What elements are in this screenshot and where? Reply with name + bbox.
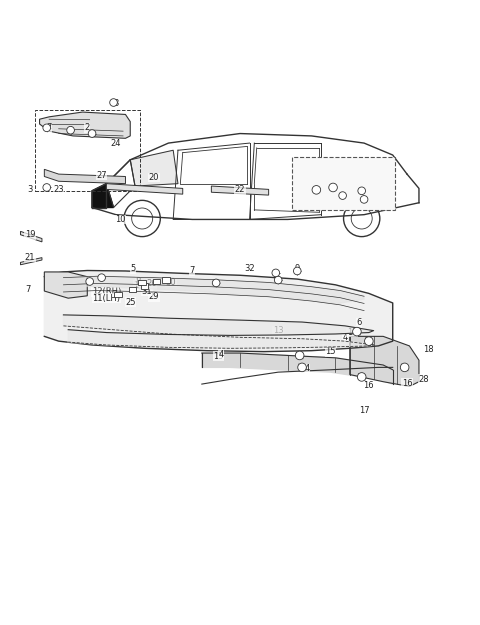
- Polygon shape: [92, 184, 114, 208]
- Text: 1: 1: [133, 281, 139, 290]
- Polygon shape: [130, 150, 178, 186]
- Text: NO.PLATE): NO.PLATE): [324, 169, 364, 179]
- Text: 30: 30: [166, 278, 176, 287]
- Circle shape: [43, 124, 50, 132]
- FancyBboxPatch shape: [162, 277, 170, 283]
- Circle shape: [339, 192, 347, 199]
- Circle shape: [360, 196, 368, 203]
- Circle shape: [400, 363, 409, 372]
- FancyBboxPatch shape: [138, 279, 146, 285]
- Text: 34: 34: [373, 178, 384, 187]
- Text: 19: 19: [25, 230, 35, 239]
- Circle shape: [293, 267, 301, 275]
- Circle shape: [98, 274, 106, 281]
- Polygon shape: [202, 353, 393, 384]
- Text: 15: 15: [213, 352, 224, 361]
- Polygon shape: [63, 315, 373, 348]
- Text: 24: 24: [111, 139, 121, 148]
- Polygon shape: [44, 272, 87, 298]
- Text: 13: 13: [273, 326, 284, 335]
- Circle shape: [353, 328, 361, 336]
- Text: 7: 7: [190, 266, 195, 276]
- Circle shape: [88, 130, 96, 138]
- Circle shape: [312, 186, 321, 194]
- Circle shape: [110, 99, 117, 106]
- Polygon shape: [63, 276, 364, 304]
- Text: 32: 32: [244, 264, 255, 272]
- Text: 6: 6: [357, 319, 362, 328]
- Text: 7: 7: [25, 285, 30, 294]
- Text: 31: 31: [142, 286, 152, 296]
- Text: 7: 7: [47, 123, 52, 132]
- Text: 14: 14: [347, 328, 358, 337]
- Text: 2: 2: [84, 123, 90, 132]
- Circle shape: [364, 337, 373, 346]
- Text: 15: 15: [325, 347, 336, 356]
- Circle shape: [351, 208, 372, 229]
- Circle shape: [272, 269, 280, 277]
- Text: 29: 29: [149, 292, 159, 301]
- Text: (ATTACHED TO THE: (ATTACHED TO THE: [307, 162, 381, 171]
- FancyBboxPatch shape: [129, 287, 136, 292]
- Text: 16: 16: [363, 381, 374, 390]
- Text: 9: 9: [295, 264, 300, 273]
- Polygon shape: [350, 336, 419, 386]
- Text: 17: 17: [359, 406, 370, 415]
- Text: 27: 27: [96, 171, 107, 180]
- Text: 8: 8: [136, 276, 141, 286]
- Text: 10: 10: [116, 215, 126, 224]
- FancyBboxPatch shape: [292, 158, 395, 210]
- Text: 20: 20: [149, 173, 159, 182]
- Text: 5: 5: [130, 264, 135, 273]
- Text: 11(LH): 11(LH): [92, 294, 120, 302]
- Circle shape: [86, 278, 94, 285]
- Circle shape: [358, 372, 366, 381]
- Text: 18: 18: [423, 345, 434, 354]
- Text: 23: 23: [53, 185, 64, 194]
- Polygon shape: [21, 258, 42, 265]
- Text: 33: 33: [354, 199, 365, 209]
- FancyBboxPatch shape: [153, 279, 160, 284]
- Text: 34: 34: [304, 178, 314, 187]
- Text: 12(RH): 12(RH): [92, 288, 121, 296]
- Circle shape: [212, 279, 220, 287]
- Text: 16: 16: [402, 379, 412, 388]
- Text: 4: 4: [342, 333, 348, 342]
- Text: 3: 3: [113, 99, 119, 109]
- Circle shape: [358, 187, 365, 194]
- Circle shape: [329, 183, 337, 192]
- Text: 25: 25: [125, 298, 135, 306]
- Polygon shape: [211, 186, 269, 195]
- Text: 3: 3: [27, 185, 33, 194]
- Circle shape: [132, 208, 153, 229]
- Circle shape: [275, 276, 282, 284]
- Circle shape: [124, 201, 160, 237]
- Text: 22: 22: [235, 186, 245, 194]
- Text: 4: 4: [304, 364, 310, 373]
- Polygon shape: [107, 184, 183, 194]
- Circle shape: [295, 351, 304, 360]
- Polygon shape: [21, 231, 42, 242]
- Circle shape: [298, 363, 306, 372]
- Polygon shape: [44, 271, 393, 352]
- Text: 26: 26: [146, 279, 157, 288]
- Polygon shape: [39, 112, 130, 138]
- Text: 28: 28: [419, 375, 429, 384]
- Text: 33: 33: [305, 195, 316, 204]
- Polygon shape: [44, 169, 125, 184]
- FancyBboxPatch shape: [115, 291, 122, 297]
- Circle shape: [43, 184, 50, 191]
- FancyBboxPatch shape: [141, 283, 148, 289]
- Text: 4: 4: [218, 349, 224, 359]
- Circle shape: [67, 126, 74, 134]
- Circle shape: [344, 201, 380, 237]
- Text: 21: 21: [25, 253, 35, 262]
